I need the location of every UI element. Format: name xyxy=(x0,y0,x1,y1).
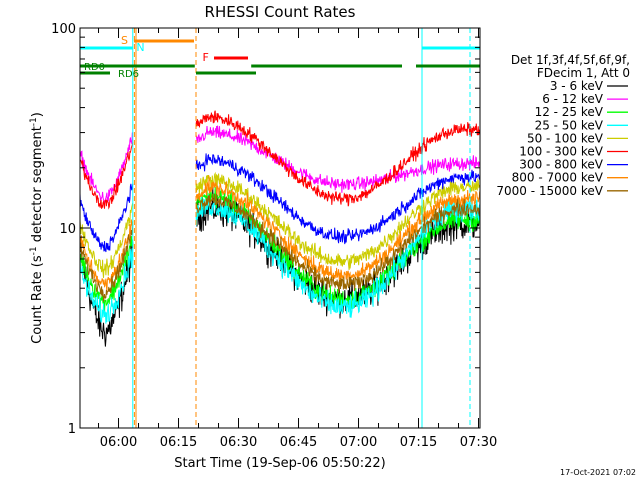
footer-timestamp: 17-Oct-2021 07:02 xyxy=(560,468,636,477)
series-group xyxy=(80,110,480,347)
legend-header-line-2: FDecim 1, Att 0 xyxy=(537,66,630,80)
series-line-5-seg-0 xyxy=(80,142,134,210)
series-line-3-seg-0 xyxy=(80,248,134,324)
x-axis-label: Start Time (19-Sep-06 05:50:22) xyxy=(174,456,385,471)
legend-label-1: 6 - 12 keV xyxy=(542,92,604,106)
series-line-4-seg-0 xyxy=(80,202,134,278)
x-tick-label-5: 07:15 xyxy=(400,435,437,450)
y-tick-label-2: 100 xyxy=(51,22,76,37)
plot-area: SN F RD0 RD6 xyxy=(80,28,480,428)
chart-title: RHESSI Count Rates xyxy=(205,3,356,21)
series-line-7-seg-1 xyxy=(195,175,480,285)
legend-label-4: 50 - 100 keV xyxy=(527,131,604,145)
legend: Det 1f,3f,4f,5f,6f,9f, FDecim 1, Att 0 3… xyxy=(496,53,630,198)
x-tick-label-0: 06:00 xyxy=(100,435,137,450)
x-tick-label-2: 06:30 xyxy=(220,435,257,450)
legend-label-2: 12 - 25 keV xyxy=(535,105,604,119)
rd6-label: RD6 xyxy=(118,69,139,80)
series-line-5-seg-1 xyxy=(195,110,480,207)
series-line-4-seg-1 xyxy=(195,171,480,271)
series-line-8-seg-0 xyxy=(80,224,134,302)
x-tick-label-6: 07:30 xyxy=(460,435,497,450)
legend-label-5: 100 - 300 keV xyxy=(519,145,603,159)
series-line-1-seg-1 xyxy=(195,125,480,193)
rd0-label: RD0 xyxy=(84,62,105,73)
series-line-1-seg-0 xyxy=(80,132,134,205)
flare-label: F xyxy=(203,51,209,64)
y-tick-label-1: 10 xyxy=(59,222,76,237)
legend-header-line-1: Det 1f,3f,4f,5f,6f,9f, xyxy=(511,53,630,67)
flag-bars: SN F RD0 RD6 xyxy=(80,34,480,80)
series-line-6-seg-0 xyxy=(80,183,134,253)
series-line-3-seg-1 xyxy=(195,194,480,318)
legend-label-0: 3 - 6 keV xyxy=(550,79,604,93)
series-line-6-seg-1 xyxy=(195,153,480,245)
legend-label-8: 7000 - 15000 keV xyxy=(496,184,603,198)
legend-label-3: 25 - 50 keV xyxy=(535,118,604,132)
night-label: N xyxy=(136,41,144,54)
axes: 1 10 100 06:00 06:15 06:30 06:45 07:00 07:15 07:3… xyxy=(51,22,497,450)
x-tick-label-3: 06:45 xyxy=(280,435,317,450)
legend-label-7: 800 - 7000 keV xyxy=(512,171,604,185)
saa-label: S xyxy=(121,34,128,47)
series-line-8-seg-1 xyxy=(195,193,480,294)
x-tick-label-1: 06:15 xyxy=(160,435,197,450)
y-tick-label-0: 1 xyxy=(68,422,76,437)
y-axis-label: Count Rate (s-1 detector segment-1) xyxy=(29,112,45,344)
legend-label-6: 300 - 800 keV xyxy=(519,158,603,172)
x-tick-label-4: 07:00 xyxy=(340,435,377,450)
